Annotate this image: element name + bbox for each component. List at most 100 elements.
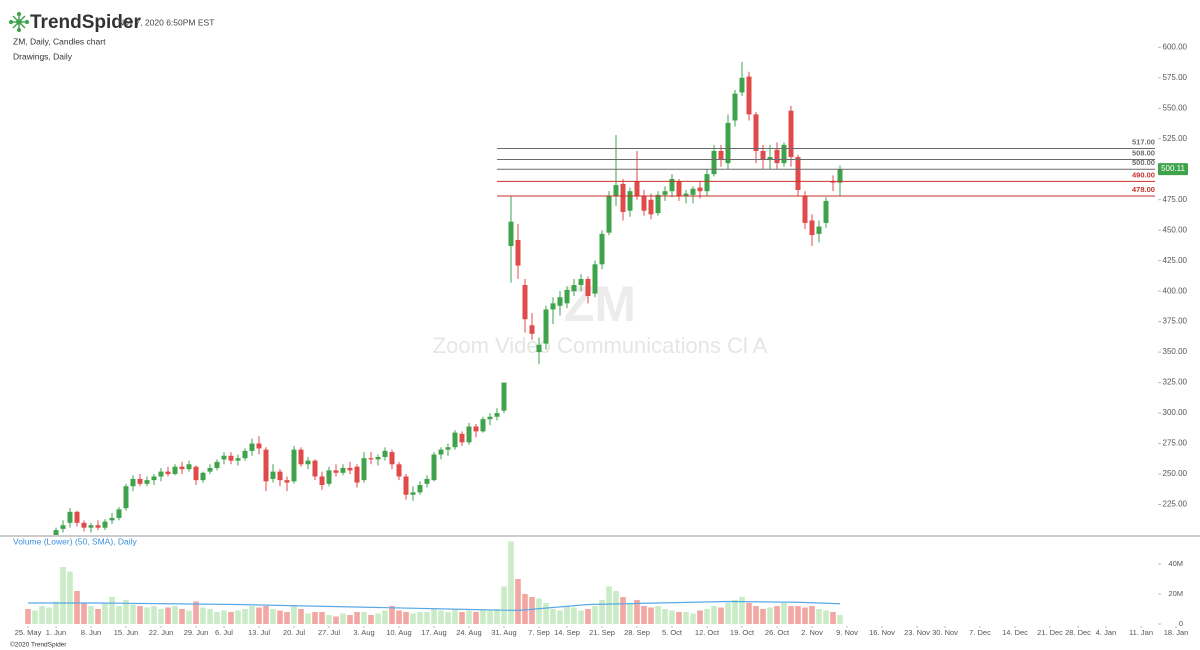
volume-bar <box>508 541 514 624</box>
volume-bar <box>697 610 703 624</box>
y-tick-label: 40M <box>1168 559 1183 568</box>
candle-body <box>417 485 423 493</box>
x-tick-label: 13. Jul <box>248 628 270 637</box>
volume-bar <box>417 612 423 624</box>
candle-body <box>263 449 269 482</box>
x-tick-label: 28. Sep <box>624 628 650 637</box>
volume-bar <box>347 615 353 624</box>
x-tick-label: 3. Aug <box>353 628 374 637</box>
candle-body <box>396 464 402 477</box>
candle-body <box>746 76 752 115</box>
volume-bar <box>81 603 87 624</box>
x-tick-label: 8. Jun <box>81 628 101 637</box>
candle-body <box>179 466 185 470</box>
timestamp: Nov 7, 2020 6:50PM EST <box>118 17 214 27</box>
candle-body <box>466 426 472 443</box>
candle-body <box>802 196 808 223</box>
volume-bar <box>487 610 493 624</box>
candle-body <box>725 122 731 164</box>
y-tick-label: 600.00 <box>1163 42 1188 51</box>
volume-bar <box>144 607 150 624</box>
volume-bar <box>249 606 255 624</box>
volume-bar <box>39 606 45 624</box>
volume-bar <box>515 579 521 624</box>
candle-body <box>557 297 563 306</box>
candle-body <box>543 309 549 344</box>
volume-bar <box>571 607 577 624</box>
volume-bar <box>179 609 185 624</box>
volume-bar <box>396 610 402 624</box>
volume-bar <box>683 612 689 624</box>
x-tick-label: 21. Sep <box>589 628 615 637</box>
volume-bar <box>354 612 360 624</box>
candle-body <box>690 188 696 195</box>
level-label: 478.00 <box>1132 185 1155 194</box>
volume-bar <box>466 610 472 624</box>
candle-body <box>753 114 759 151</box>
x-tick-label: 18. Jan <box>1164 628 1189 637</box>
candle-body <box>438 449 444 455</box>
volume-bar <box>746 603 752 624</box>
volume-bar <box>599 600 605 624</box>
candle-body <box>613 185 619 197</box>
watermark-name: Zoom Video Communications Cl A <box>433 333 768 358</box>
volume-bar <box>270 609 276 624</box>
volume-bar <box>830 612 836 624</box>
volume-bar <box>837 615 843 624</box>
volume-bar <box>620 597 626 624</box>
volume-bar <box>67 571 73 624</box>
volume-bar <box>74 591 80 624</box>
candle-body <box>151 476 157 481</box>
volume-bar <box>277 610 283 624</box>
candle-body <box>228 455 234 461</box>
volume-bar <box>473 612 479 624</box>
volume-bar <box>669 610 675 624</box>
volume-bar <box>564 606 570 624</box>
volume-bar <box>319 612 325 624</box>
candle-body <box>641 196 647 211</box>
candle-body <box>711 150 717 175</box>
volume-bar <box>235 610 241 624</box>
candle-body <box>816 226 822 234</box>
candle-body <box>33 563 38 568</box>
y-tick-label: 425.00 <box>1163 256 1188 265</box>
volume-bar <box>214 612 220 624</box>
candle-body <box>739 77 745 93</box>
y-tick-label: 575.00 <box>1163 73 1188 82</box>
volume-bar <box>641 606 647 624</box>
candle-body <box>718 150 724 160</box>
candle-body <box>508 221 514 247</box>
candle-body <box>774 149 780 164</box>
volume-bar <box>221 610 227 624</box>
candle-body <box>312 460 318 477</box>
candle-body <box>256 443 262 449</box>
candle-body <box>669 178 675 192</box>
y-tick-label: 275.00 <box>1163 439 1188 448</box>
x-tick-label: 28. Dec <box>1065 628 1091 637</box>
volume-bar <box>760 609 766 624</box>
candle-body <box>95 525 101 528</box>
candle-body <box>529 325 535 334</box>
volume-bar <box>25 609 31 624</box>
candle-body <box>830 181 836 183</box>
x-tick-label: 20. Jul <box>283 628 305 637</box>
x-tick-label: 29. Jun <box>184 628 209 637</box>
candle-body <box>193 466 199 481</box>
x-tick-label: 4. Jan <box>1096 628 1116 637</box>
candle-body <box>760 150 766 160</box>
volume-bar <box>613 591 619 624</box>
candle-body <box>340 467 346 473</box>
volume-bar <box>102 603 108 624</box>
candle-body <box>88 525 94 528</box>
volume-bar <box>501 586 507 624</box>
candle-body <box>382 450 388 457</box>
volume-bar <box>802 607 808 624</box>
x-tick-label: 23. Nov <box>904 628 930 637</box>
volume-bar <box>739 597 745 624</box>
volume-bar <box>403 612 409 624</box>
candle-body <box>60 525 66 529</box>
volume-bar <box>634 600 640 624</box>
volume-bar <box>522 594 528 624</box>
brand: TrendSpider <box>30 12 141 33</box>
volume-bar <box>228 612 234 624</box>
